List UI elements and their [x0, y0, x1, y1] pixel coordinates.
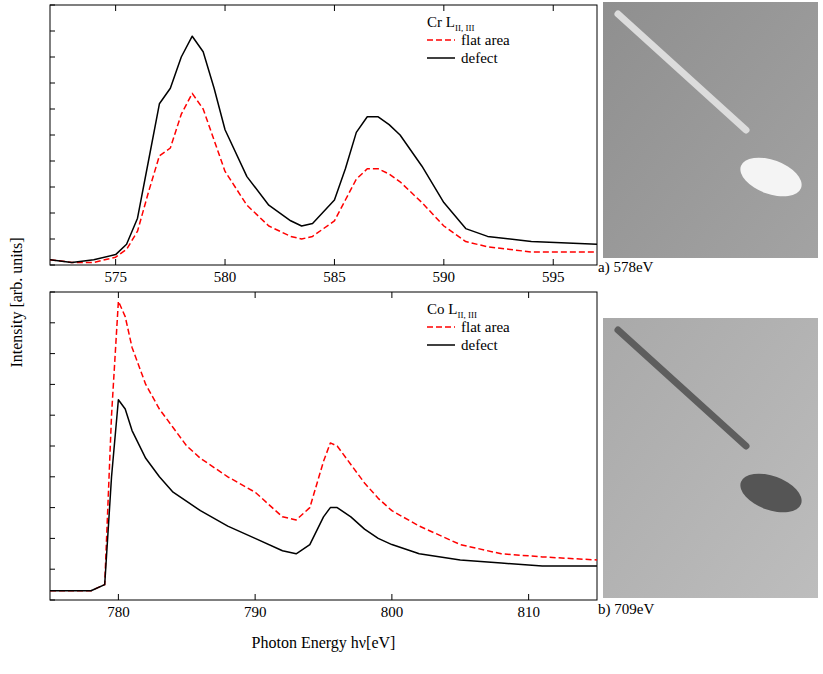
- y-tick: [50, 446, 55, 447]
- x-tick-top: [115, 5, 116, 11]
- x-tick-label: 580: [214, 269, 237, 285]
- x-tick: [118, 594, 119, 600]
- x-tick-label: 810: [517, 604, 540, 620]
- x-tick: [225, 259, 226, 265]
- x-tick-label: 595: [542, 269, 565, 285]
- series-line: [50, 93, 597, 262]
- y-tick: [50, 569, 55, 570]
- x-tick: [255, 594, 256, 600]
- legend-swatch: [427, 57, 455, 59]
- micrograph-streak: [618, 330, 746, 446]
- series-group: [50, 301, 597, 591]
- y-tick: [50, 353, 55, 354]
- y-tick: [50, 31, 55, 32]
- y-tick: [50, 135, 55, 136]
- legend-swatch: [427, 326, 455, 328]
- x-tick-label: 780: [107, 604, 130, 620]
- y-axis-title: Intensity [arb. units]: [8, 237, 26, 367]
- legend-title-main: Co L: [427, 301, 457, 317]
- plot-frame: [50, 5, 597, 265]
- y-tick: [50, 384, 55, 385]
- y-tick: [50, 265, 55, 266]
- y-tick: [50, 161, 55, 162]
- legend-title: Cr LII, III: [427, 14, 474, 33]
- micrograph: [603, 2, 818, 258]
- legend-label: defect: [461, 337, 498, 353]
- figure: 575580585590595Cr LII, IIIflat areadefec…: [0, 0, 823, 674]
- series-group: [50, 36, 597, 262]
- x-tick: [115, 259, 116, 265]
- legend-label: flat area: [461, 32, 510, 48]
- legend-swatch: [427, 344, 455, 346]
- micrograph-defect: [735, 466, 807, 520]
- micrograph: [603, 318, 818, 598]
- y-tick: [50, 5, 55, 6]
- image-label: b) 709eV: [598, 601, 654, 618]
- legend-label: defect: [461, 50, 498, 66]
- series-line: [50, 301, 597, 591]
- x-tick-label: 585: [323, 269, 346, 285]
- series-line: [50, 400, 597, 591]
- y-tick: [50, 292, 55, 293]
- y-tick: [50, 507, 55, 508]
- x-tick-label: 790: [244, 604, 267, 620]
- legend-title: Co LII, III: [427, 301, 477, 320]
- x-tick-label: 590: [433, 269, 456, 285]
- x-tick-top: [528, 292, 529, 298]
- plot-frame: [50, 292, 597, 600]
- x-tick-top: [553, 5, 554, 11]
- y-tick: [50, 600, 55, 601]
- y-tick: [50, 187, 55, 188]
- x-tick: [553, 259, 554, 265]
- x-axis-title: Photon Energy hν[eV]: [252, 634, 396, 652]
- y-tick: [50, 538, 55, 539]
- x-tick: [391, 594, 392, 600]
- panel: 575 580 585 590 595 Cr LII, IIIflat area defec…: [50, 5, 597, 285]
- x-tick: [443, 259, 444, 265]
- x-tick-top: [443, 5, 444, 11]
- panel: 780 790 800 810 Co LII, IIIflat area defect: [50, 292, 597, 620]
- y-tick: [50, 476, 55, 477]
- series-line: [50, 36, 597, 262]
- y-tick: [50, 57, 55, 58]
- legend-swatch: [427, 39, 455, 41]
- y-tick: [50, 415, 55, 416]
- y-tick: [50, 109, 55, 110]
- x-tick: [528, 594, 529, 600]
- x-tick-top: [118, 292, 119, 298]
- x-tick-top: [391, 292, 392, 298]
- y-tick: [50, 322, 55, 323]
- x-tick-label: 575: [104, 269, 127, 285]
- x-tick-top: [334, 5, 335, 11]
- micrograph-defect: [735, 150, 807, 204]
- x-tick-top: [225, 5, 226, 11]
- x-tick-label: 800: [381, 604, 404, 620]
- micrograph-streak: [618, 14, 746, 130]
- y-tick: [50, 83, 55, 84]
- x-tick: [334, 259, 335, 265]
- legend-label: flat area: [461, 319, 510, 335]
- y-tick: [50, 239, 55, 240]
- y-tick: [50, 213, 55, 214]
- x-tick-top: [255, 292, 256, 298]
- image-label: a) 578eV: [598, 259, 654, 276]
- legend-title-main: Cr L: [427, 14, 455, 30]
